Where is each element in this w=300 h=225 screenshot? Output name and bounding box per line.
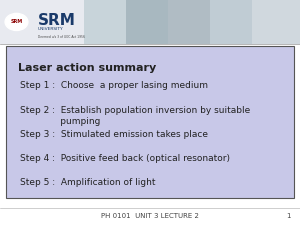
FancyBboxPatch shape (252, 0, 300, 44)
Text: Deemed u/s 3 of UGC Act 1956: Deemed u/s 3 of UGC Act 1956 (38, 35, 85, 39)
Text: Step 4 :  Positive feed back (optical resonator): Step 4 : Positive feed back (optical res… (20, 154, 230, 163)
FancyBboxPatch shape (126, 0, 168, 44)
Text: Step 2 :  Establish population inversion by suitable
              pumping: Step 2 : Establish population inversion … (20, 106, 250, 126)
Text: Step 3 :  Stimulated emission takes place: Step 3 : Stimulated emission takes place (20, 130, 208, 139)
Text: SRM: SRM (11, 19, 22, 25)
Text: Step 1 :  Choose  a proper lasing medium: Step 1 : Choose a proper lasing medium (20, 81, 208, 90)
FancyBboxPatch shape (0, 0, 300, 44)
FancyBboxPatch shape (168, 0, 210, 44)
Text: Step 5 :  Amplification of light: Step 5 : Amplification of light (20, 178, 155, 187)
Circle shape (5, 14, 28, 31)
Text: SRM: SRM (38, 13, 75, 28)
FancyBboxPatch shape (84, 0, 126, 44)
Text: PH 0101  UNIT 3 LECTURE 2: PH 0101 UNIT 3 LECTURE 2 (101, 214, 199, 219)
Text: 1: 1 (286, 214, 291, 219)
Text: Laser action summary: Laser action summary (18, 63, 156, 73)
FancyBboxPatch shape (6, 46, 294, 198)
FancyBboxPatch shape (210, 0, 252, 44)
Text: UNIVERSITY: UNIVERSITY (38, 27, 63, 31)
